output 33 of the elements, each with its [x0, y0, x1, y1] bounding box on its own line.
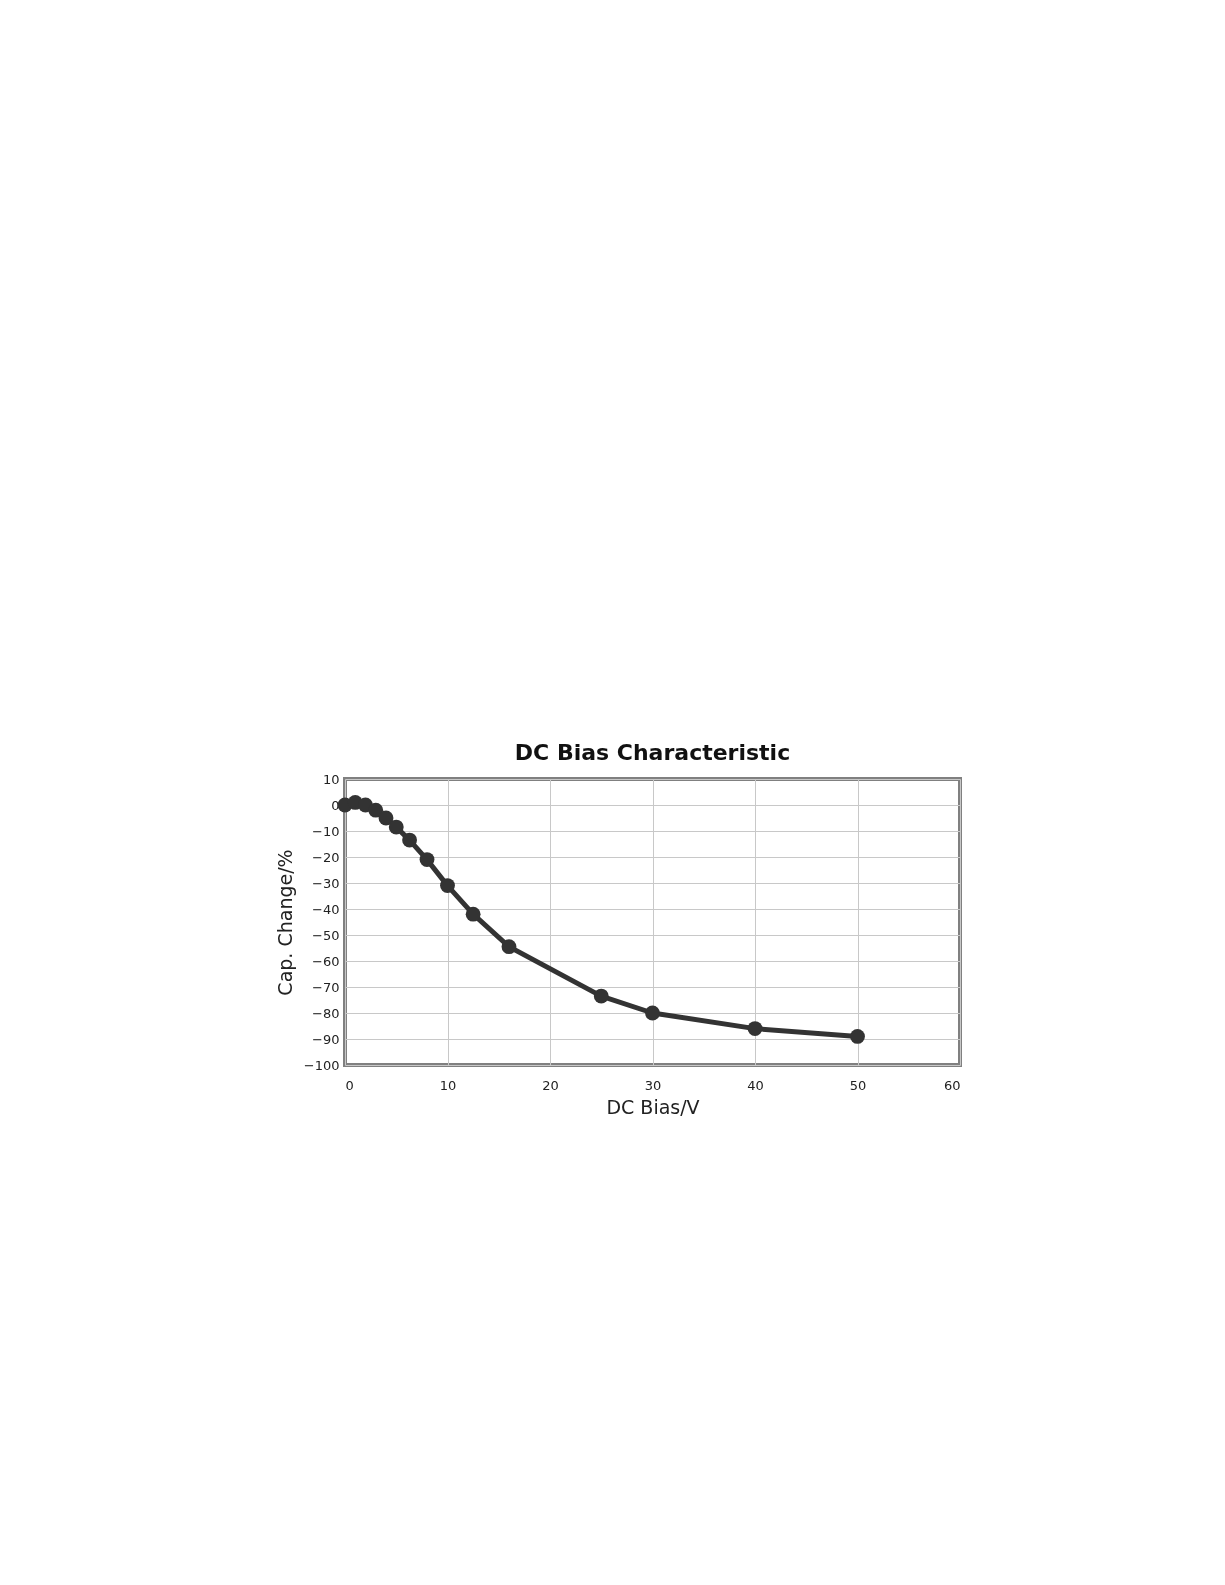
x-tick-label: 30 — [644, 1077, 662, 1093]
point — [378, 810, 394, 826]
y-tick-label: −100 — [303, 1057, 340, 1073]
point — [645, 1005, 660, 1021]
point — [402, 832, 417, 848]
x-tick-label: 20 — [542, 1077, 559, 1093]
x-tick-label: 0 — [345, 1077, 354, 1093]
y-axis-title: Cap. Change/% — [273, 849, 296, 996]
y-tick-label: 10 — [322, 771, 340, 787]
y-tick-label: −40 — [312, 901, 340, 917]
y-tick-label: −80 — [312, 1005, 340, 1021]
y-tick-label: −10 — [312, 823, 340, 839]
y-tick-label: −60 — [312, 953, 340, 969]
point — [388, 819, 404, 835]
point — [850, 1029, 865, 1044]
y-tick-label: −90 — [312, 1031, 340, 1047]
point — [593, 988, 609, 1004]
y-tick-label: −70 — [312, 979, 340, 995]
y-tick-label: −20 — [312, 849, 340, 865]
x-tick-label: 40 — [747, 1077, 764, 1093]
x-tick-label: 60 — [943, 1077, 961, 1093]
x-tick-label: 50 — [849, 1077, 867, 1093]
point — [419, 852, 435, 867]
point — [465, 906, 481, 922]
point — [747, 1021, 763, 1036]
y-tick-label: −50 — [312, 927, 340, 943]
chart-title: DC Bias Characteristic — [514, 740, 791, 765]
point — [368, 802, 384, 818]
x-axis-title: DC Bias/V — [606, 1095, 700, 1118]
y-tick-label: −30 — [312, 875, 340, 891]
point — [501, 939, 517, 955]
x-tick-label: 10 — [439, 1077, 457, 1093]
point — [440, 878, 455, 893]
